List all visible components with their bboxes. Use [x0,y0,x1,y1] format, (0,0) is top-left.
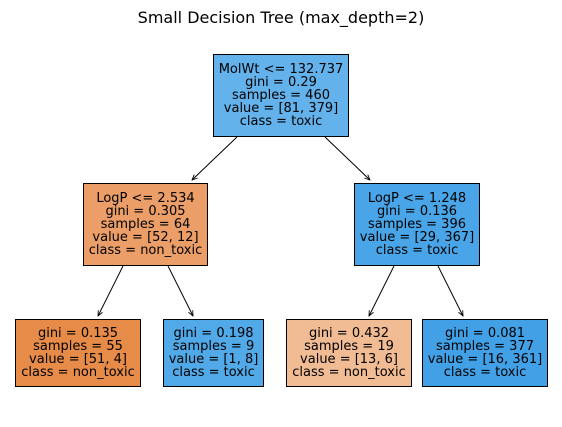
node-text-line: class = non_toxic [88,243,203,258]
tree-node-root: MolWt <= 132.737 gini = 0.29 samples = 4… [213,54,349,137]
node-text-line: LogP <= 2.534 [96,191,195,206]
node-text-line: samples = 55 [33,339,123,354]
node-text-line: gini = 0.305 [105,204,186,219]
tree-leaf-left-left: gini = 0.135 samples = 55 value = [51, 4… [15,319,141,387]
node-text-line: value = [29, 367] [359,230,475,245]
node-text-line: gini = 0.29 [245,75,317,90]
node-text-line: samples = 396 [367,217,466,232]
node-text-line: gini = 0.136 [376,204,458,219]
node-text-line: samples = 460 [231,88,330,103]
node-text-line: value = [1, 8] [168,352,259,367]
edge-right-right [437,265,463,316]
node-text-line: value = [52, 12] [92,230,199,245]
node-text-line: value = [51, 4] [29,352,127,367]
node-text-line: value = [81, 379] [223,101,339,116]
node-text-line: samples = 64 [100,217,191,232]
node-text-line: MolWt <= 132.737 [218,62,344,77]
tree-leaf-right-left: gini = 0.432 samples = 19 value = [13, 6… [286,319,412,387]
edge-root-left [192,136,238,180]
node-text-line: class = toxic [172,365,255,380]
node-text-line: LogP <= 1.248 [367,191,467,206]
node-text-line: class = toxic [375,243,459,258]
node-text-line: samples = 19 [304,339,394,354]
node-text-line: value = [16, 361] [427,352,543,367]
node-text-line: samples = 377 [435,339,534,354]
edge-left-right [167,265,193,316]
node-text-line: gini = 0.198 [173,326,254,341]
node-text-line: class = toxic [239,114,323,129]
node-text-line: gini = 0.432 [308,326,390,341]
node-text-line: samples = 9 [172,339,255,354]
node-text-line: gini = 0.135 [37,326,119,341]
tree-node-right: LogP <= 1.248 gini = 0.136 samples = 396… [354,183,480,266]
diagram-title: Small Decision Tree (max_depth=2) [137,8,425,27]
node-text-line: gini = 0.081 [444,326,526,341]
node-text-line: value = [13, 6] [300,352,398,367]
node-text-line: class = non_toxic [292,365,406,380]
edge-left-left [98,265,124,316]
tree-leaf-left-right: gini = 0.198 samples = 9 value = [1, 8] … [163,319,264,387]
node-text-line: class = non_toxic [21,365,135,380]
node-text-line: class = toxic [443,365,527,380]
edge-root-right [324,136,370,180]
edge-right-left [369,265,395,316]
tree-leaf-right-right: gini = 0.081 samples = 377 value = [16, … [422,319,548,387]
tree-node-left: LogP <= 2.534 gini = 0.305 samples = 64 … [83,183,208,266]
